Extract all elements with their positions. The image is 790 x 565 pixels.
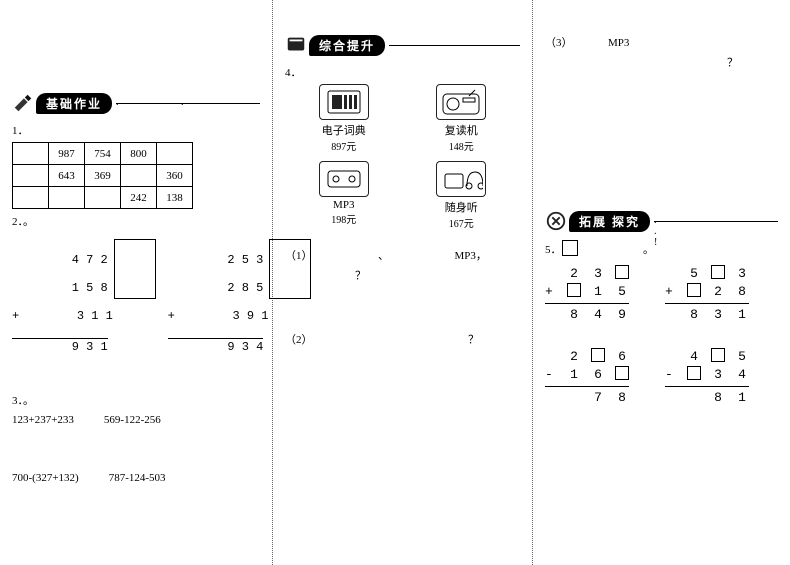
addition-b-work: 2 5 3 2 8 5 +3 9 1 9 3 4 bbox=[168, 239, 264, 382]
fill-problems: 23 +15 849 53 +28 831 26 -16 78 45 -34 8… bbox=[545, 265, 778, 407]
heading-rule bbox=[389, 45, 520, 46]
product-name: 随身听 bbox=[406, 199, 516, 215]
cell: 754 bbox=[85, 143, 121, 165]
heading-rule: . . ! bbox=[654, 221, 778, 222]
cell: 242 bbox=[121, 187, 157, 209]
cell bbox=[13, 165, 49, 187]
pencil-icon bbox=[12, 92, 34, 114]
product-grid: 电子词典 897元 复读机 148元 MP3 198元 随身听 167元 bbox=[285, 84, 520, 238]
blank-box[interactable] bbox=[591, 348, 605, 362]
star-icon bbox=[545, 210, 567, 232]
product-price: 897元 bbox=[289, 138, 399, 153]
sub-q1-line2: ？ bbox=[285, 268, 520, 284]
heading-rule: . . bbox=[116, 103, 260, 104]
calc-expr: 787-124-503 bbox=[109, 472, 166, 484]
product-mp3: MP3 198元 bbox=[289, 161, 399, 230]
answer-box[interactable] bbox=[114, 239, 156, 299]
q1-label: 1． bbox=[12, 122, 260, 138]
blank-box[interactable] bbox=[615, 366, 629, 380]
q4-label: 4． bbox=[285, 64, 520, 80]
product-repeater: 复读机 148元 bbox=[406, 84, 516, 153]
cell bbox=[157, 143, 193, 165]
blank-box[interactable] bbox=[687, 366, 701, 380]
column-explore: （3） MP3 ？ 拓展 探究 . . ! 5． 。 23 +15 849 53… bbox=[533, 0, 790, 565]
blank-box-icon[interactable] bbox=[562, 240, 578, 256]
cell bbox=[49, 187, 85, 209]
product-walkman: 随身听 167元 bbox=[406, 161, 516, 230]
heading-explore-text: 拓展 探究 bbox=[569, 211, 650, 232]
heading-synth: 综合提升 bbox=[285, 34, 520, 56]
calc-expr: 700-(327+132) bbox=[12, 472, 79, 484]
cell: 643 bbox=[49, 165, 85, 187]
cell: 138 bbox=[157, 187, 193, 209]
calc-expr: 123+237+233 bbox=[12, 414, 74, 426]
product-name: 复读机 bbox=[406, 122, 516, 138]
blank-box[interactable] bbox=[687, 283, 701, 297]
heading-basic: 基础作业 . . bbox=[12, 92, 260, 114]
blank-box[interactable] bbox=[567, 283, 581, 297]
calc-list: 123+237+233 569-122-256 700-(327+132) 78… bbox=[12, 414, 260, 484]
calc-expr: 569-122-256 bbox=[104, 414, 161, 426]
radio-icon bbox=[436, 84, 486, 120]
cell: 800 bbox=[121, 143, 157, 165]
product-name: 电子词典 bbox=[289, 122, 399, 138]
heading-explore: 拓展 探究 . . ! bbox=[545, 210, 778, 232]
product-price: 198元 bbox=[289, 211, 399, 226]
walkman-icon bbox=[436, 161, 486, 197]
cell: 987 bbox=[49, 143, 85, 165]
column-synth: 综合提升 4． 电子词典 897元 复读机 148元 MP3 198元 bbox=[273, 0, 533, 565]
fill-p3: 26 -16 78 bbox=[545, 348, 629, 407]
product-dictionary: 电子词典 897元 bbox=[289, 84, 399, 153]
sub-q2: （2） ？ bbox=[285, 332, 520, 348]
mp3-icon bbox=[319, 161, 369, 197]
dictionary-icon bbox=[319, 84, 369, 120]
heading-synth-text: 综合提升 bbox=[309, 35, 385, 56]
addition-a-work: 4 7 2 1 5 8 +3 1 1 9 3 1 bbox=[12, 239, 108, 382]
product-name: MP3 bbox=[289, 199, 399, 211]
number-grid: 987 754 800 643 369 360 242 138 bbox=[12, 142, 193, 209]
cell bbox=[121, 165, 157, 187]
fill-p4: 45 -34 81 bbox=[665, 348, 749, 407]
blank-box[interactable] bbox=[711, 348, 725, 362]
heading-basic-text: 基础作业 bbox=[36, 93, 112, 114]
q3-label: 3．。 bbox=[12, 392, 260, 408]
cell: 369 bbox=[85, 165, 121, 187]
cell: 360 bbox=[157, 165, 193, 187]
cell bbox=[13, 187, 49, 209]
addition-a: 4 7 2 1 5 8 +3 1 1 9 3 1 bbox=[12, 239, 156, 382]
product-price: 148元 bbox=[406, 138, 516, 153]
cell bbox=[13, 143, 49, 165]
q2-label: 2．。 bbox=[12, 213, 260, 229]
column-basic: 基础作业 . . 1． 987 754 800 643 369 360 242 … bbox=[0, 0, 273, 565]
cell bbox=[85, 187, 121, 209]
fill-p1: 23 +15 849 bbox=[545, 265, 629, 324]
sub-q1: （1） 、 MP3， bbox=[285, 248, 520, 264]
vertical-addition-row: 4 7 2 1 5 8 +3 1 1 9 3 1 2 5 3 2 8 5 +3 … bbox=[12, 239, 260, 382]
book-icon bbox=[285, 34, 307, 56]
fill-p2: 53 +28 831 bbox=[665, 265, 749, 324]
blank-box[interactable] bbox=[711, 265, 725, 279]
sub-q3-mark: ？ bbox=[545, 54, 778, 70]
sub-q3: （3） MP3 ？ bbox=[545, 34, 778, 70]
product-price: 167元 bbox=[406, 215, 516, 230]
blank-box[interactable] bbox=[615, 265, 629, 279]
